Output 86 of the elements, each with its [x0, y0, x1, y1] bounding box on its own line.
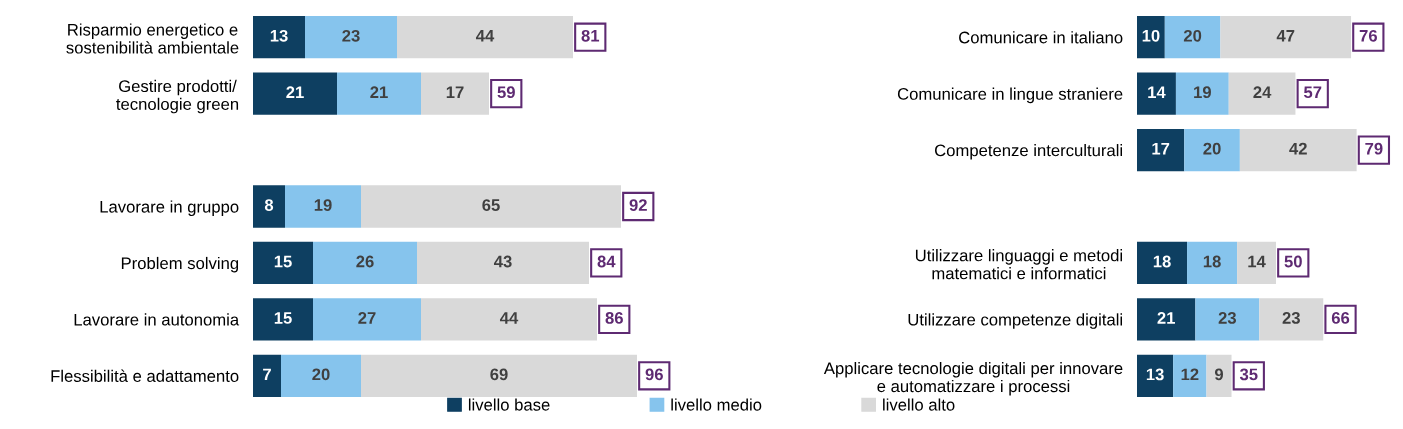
data-label: 26 — [356, 255, 374, 268]
data-label: 17 — [446, 86, 464, 98]
data-label: 13 — [1146, 368, 1164, 381]
y-tick-label: Comunicare in italiano — [959, 31, 1123, 44]
total-label: 35 — [1239, 368, 1258, 381]
data-label: 18 — [1203, 255, 1221, 268]
total-label: 84 — [597, 255, 616, 268]
data-label: 20 — [1203, 142, 1221, 155]
bar — [1137, 298, 1196, 341]
data-label: 18 — [1153, 255, 1171, 268]
bar — [253, 16, 305, 59]
total-label: 79 — [1365, 142, 1383, 155]
total-label: 57 — [1303, 86, 1322, 99]
data-label: 19 — [314, 199, 332, 211]
legend-label: livello base — [468, 398, 550, 411]
bar — [253, 354, 281, 397]
data-label: 14 — [1248, 255, 1266, 268]
total-label: 81 — [581, 29, 600, 42]
data-label: 27 — [358, 312, 376, 324]
bar — [305, 16, 397, 59]
y-tick-label: Competenze interculturali — [934, 144, 1122, 160]
bar — [1173, 354, 1207, 397]
legend-label: livello medio — [671, 398, 762, 411]
bar — [1175, 72, 1229, 115]
data-label: 24 — [1253, 86, 1272, 98]
bar — [1184, 128, 1240, 172]
total-label: 66 — [1331, 312, 1350, 324]
data-label: 12 — [1181, 368, 1199, 381]
data-label: 9 — [1214, 368, 1224, 381]
data-label: 14 — [1148, 86, 1166, 98]
bar — [1137, 354, 1174, 397]
legend-label: livello alto — [883, 398, 955, 411]
y-tick-label: Flessibilità e adattamento — [51, 369, 239, 382]
bar — [253, 185, 285, 228]
data-label: 69 — [490, 368, 508, 381]
y-tick-label: Lavorare in gruppo — [100, 200, 239, 216]
total-label: 96 — [645, 368, 663, 381]
bar — [1195, 298, 1260, 341]
data-label: 15 — [274, 255, 292, 268]
data-label: 42 — [1289, 142, 1307, 155]
bar — [285, 185, 361, 228]
y-tick-label: Problem solving — [121, 256, 239, 273]
data-label: 10 — [1142, 29, 1160, 42]
data-label: 8 — [264, 199, 274, 211]
total-label: 50 — [1284, 255, 1302, 268]
bar — [313, 298, 421, 341]
data-label: 47 — [1276, 30, 1295, 42]
y-tick-label: Utilizzare linguaggi e metodi matematici e informatici — [915, 249, 1122, 280]
data-label: 21 — [286, 86, 304, 98]
data-label: 15 — [274, 312, 292, 324]
data-label: 13 — [270, 29, 288, 42]
data-label: 17 — [1152, 142, 1170, 155]
data-label: 20 — [312, 368, 330, 381]
data-label: 23 — [1218, 312, 1237, 324]
data-label: 19 — [1194, 86, 1211, 99]
bar — [1137, 72, 1176, 115]
data-label: 21 — [370, 86, 388, 98]
data-label: 65 — [482, 199, 500, 211]
bar — [253, 241, 313, 285]
data-label: 23 — [342, 29, 360, 42]
total-label: 59 — [497, 86, 515, 99]
bar — [337, 72, 421, 115]
data-label: 20 — [1183, 29, 1202, 42]
data-label: 43 — [493, 255, 512, 268]
y-tick-label: Utilizzare competenze digitali — [908, 313, 1122, 329]
data-label: 44 — [475, 30, 495, 42]
data-label: 21 — [1157, 312, 1175, 324]
total-label: 86 — [605, 312, 623, 324]
bar — [281, 354, 361, 397]
bar — [1164, 16, 1221, 59]
y-tick-label: Lavorare in autonomia — [74, 313, 240, 326]
bar — [1137, 16, 1165, 59]
bar — [253, 72, 337, 115]
y-tick-label: Gestire prodotti/ tecnologie green — [116, 79, 239, 114]
data-label: 7 — [263, 368, 271, 381]
data-label: 44 — [499, 312, 519, 324]
y-tick-label: Risparmio energetico e sostenibilità ambientale — [66, 23, 239, 54]
total-label: 92 — [629, 199, 647, 211]
y-tick-label: Comunicare in lingue straniere — [897, 87, 1123, 104]
bar — [1187, 241, 1238, 285]
data-label: 23 — [1282, 312, 1300, 324]
bar — [1137, 128, 1185, 172]
bar — [253, 298, 313, 341]
bar — [313, 241, 417, 285]
bar — [1137, 241, 1188, 285]
total-label: 76 — [1359, 29, 1377, 42]
